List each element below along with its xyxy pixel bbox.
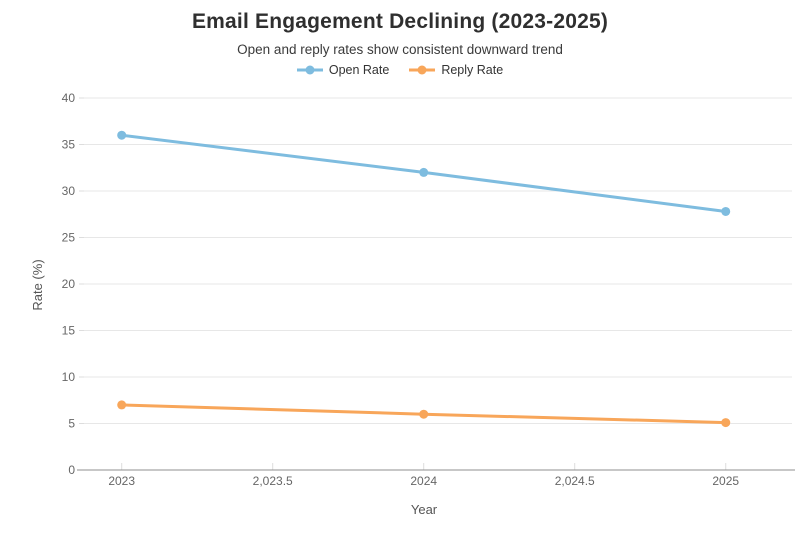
y-axis-title: Rate (%)	[30, 259, 45, 310]
reply-rate-point[interactable]	[117, 400, 127, 410]
x-tick-label: 2023	[108, 474, 135, 488]
y-tick-label: 5	[68, 417, 75, 431]
chart-header: Email Engagement Declining (2023-2025) O…	[0, 0, 800, 77]
y-tick-label: 10	[62, 370, 76, 384]
reply-rate-line-marker-icon	[409, 65, 436, 75]
legend-item-open-rate[interactable]: Open Rate	[296, 63, 390, 77]
chart-title: Email Engagement Declining (2023-2025)	[191, 10, 609, 33]
legend: Open Rate Reply Rate	[0, 63, 800, 77]
y-tick-label: 0	[68, 463, 75, 477]
y-tick-label: 30	[62, 184, 76, 198]
open-rate-point[interactable]	[419, 167, 429, 177]
open-rate-line-marker-icon	[296, 65, 323, 75]
open-rate-point[interactable]	[721, 206, 731, 216]
x-axis-title: Year	[411, 502, 438, 517]
x-tick-label: 2,024.5	[555, 474, 595, 488]
y-tick-label: 35	[62, 138, 76, 152]
y-tick-label: 25	[62, 231, 76, 245]
x-tick-label: 2025	[712, 474, 739, 488]
y-tick-label: 40	[62, 91, 76, 105]
y-tick-label: 20	[62, 277, 76, 291]
legend-item-reply-rate[interactable]: Reply Rate	[409, 63, 503, 77]
open-rate-point[interactable]	[117, 130, 127, 140]
legend-label-open-rate: Open Rate	[328, 63, 390, 77]
x-tick-label: 2024	[410, 474, 437, 488]
x-tick-label: 2,023.5	[253, 474, 293, 488]
legend-label-reply-rate: Reply Rate	[441, 63, 504, 77]
chart-subtitle: Open and reply rates show consistent dow…	[237, 42, 563, 57]
reply-rate-point[interactable]	[419, 409, 429, 419]
y-tick-label: 15	[62, 324, 76, 338]
reply-rate-point[interactable]	[721, 418, 731, 428]
